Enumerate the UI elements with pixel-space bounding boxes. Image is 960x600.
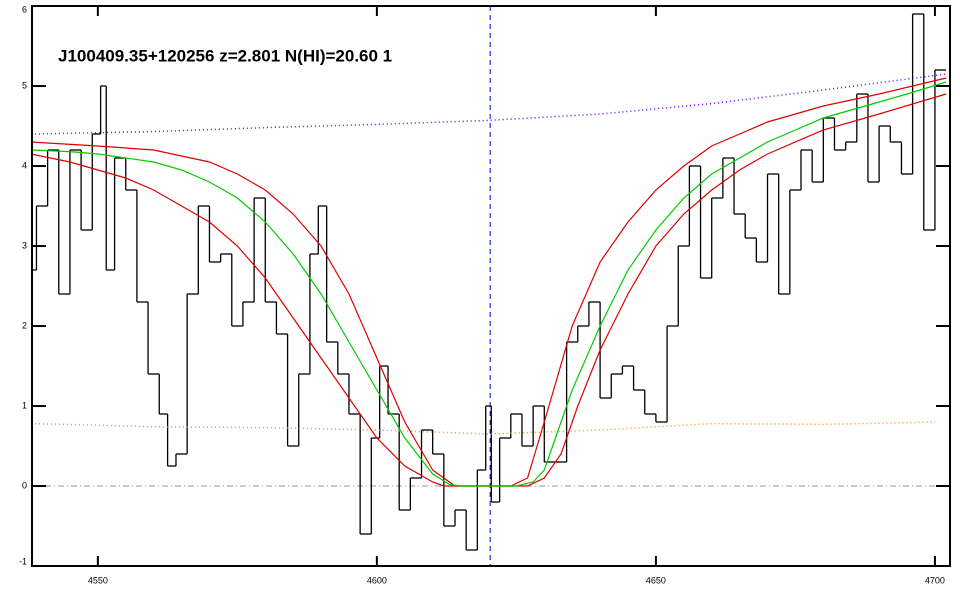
model-line [30,93,947,487]
y-tick-label: 6 [22,4,27,14]
y-tick-label: 4 [22,160,27,170]
model-line [30,73,947,135]
y-tick-label: 3 [22,240,27,250]
x-tick-label: 4600 [367,575,387,585]
chart-title: J100409.35+120256 z=2.801 N(HI)=20.60 1 [58,46,392,65]
y-tick-label: -1 [19,556,27,566]
y-tick-label: 1 [22,400,27,410]
frame [31,5,951,567]
step-riser [35,14,936,550]
y-tick-label: 2 [22,320,27,330]
y-tick-label: 5 [22,80,27,90]
model-line [30,81,947,487]
x-tick-label: 4700 [925,575,945,585]
x-tick-label: 4550 [88,575,108,585]
x-tick-label: 4650 [646,575,666,585]
plot-area [30,6,950,566]
y-tick-label: 0 [22,480,27,490]
